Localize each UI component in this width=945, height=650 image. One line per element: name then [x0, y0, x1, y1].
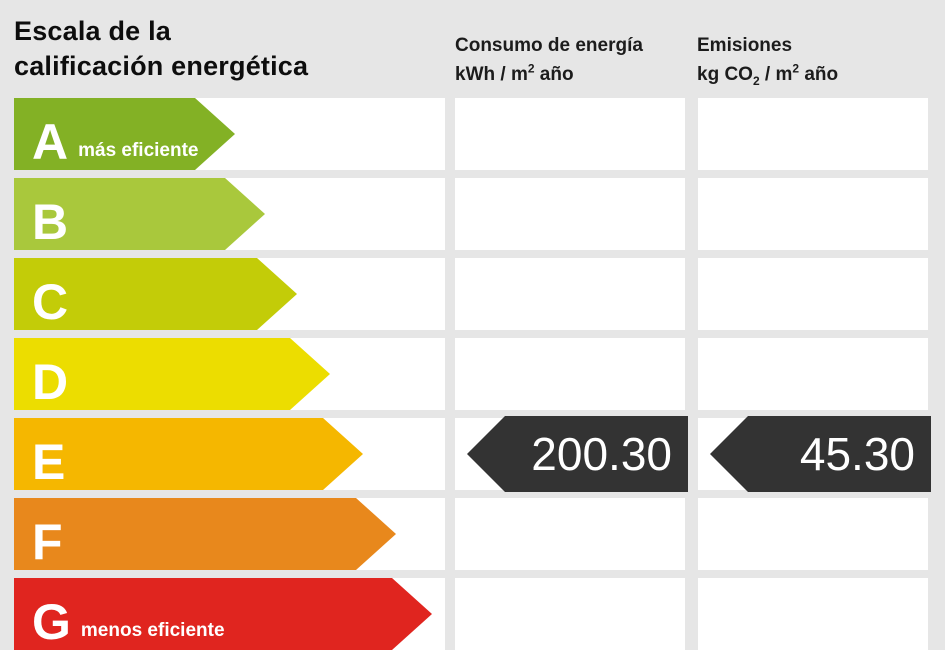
rating-bar-e: E	[14, 418, 363, 490]
rating-row-d: D	[0, 338, 945, 410]
scale-cell: B	[14, 178, 445, 250]
rating-letter: G	[32, 599, 71, 650]
consumo-cell	[455, 178, 685, 250]
rating-bar-c: C	[14, 258, 297, 330]
consumo-cell	[455, 338, 685, 410]
rating-letter: D	[32, 359, 68, 411]
consumo-cell	[455, 498, 685, 570]
rating-letter: C	[32, 279, 68, 331]
rating-bar-label: más eficiente	[78, 140, 198, 170]
emisiones-cell	[698, 98, 928, 170]
consumo-cell	[455, 578, 685, 650]
rating-row-b: B	[0, 178, 945, 250]
emisiones-cell	[698, 258, 928, 330]
rating-row-e: E 200.30 45.30	[0, 418, 945, 490]
rating-bar-label: menos eficiente	[81, 620, 225, 650]
consumo-value-arrow: 200.30	[467, 416, 688, 492]
scale-cell: D	[14, 338, 445, 410]
emisiones-cell: 45.30	[698, 418, 928, 490]
consumo-cell	[455, 98, 685, 170]
rating-row-f: F	[0, 498, 945, 570]
emisiones-cell	[698, 578, 928, 650]
rating-bar-f: F	[14, 498, 396, 570]
rating-row-c: C	[0, 258, 945, 330]
emisiones-cell	[698, 498, 928, 570]
rating-letter: B	[32, 199, 68, 251]
emisiones-value-arrow: 45.30	[710, 416, 931, 492]
consumo-value: 200.30	[531, 431, 672, 477]
consumo-cell: 200.30	[455, 418, 685, 490]
consumo-cell	[455, 258, 685, 330]
rating-bar-d: D	[14, 338, 330, 410]
emisiones-cell	[698, 338, 928, 410]
scale-cell: C	[14, 258, 445, 330]
emisiones-cell	[698, 178, 928, 250]
scale-cell: E	[14, 418, 445, 490]
rating-bar-b: B	[14, 178, 265, 250]
rating-letter: E	[32, 439, 65, 491]
rating-letter: F	[32, 519, 63, 571]
scale-cell: F	[14, 498, 445, 570]
emisiones-value: 45.30	[800, 431, 915, 477]
rating-letter: A	[32, 119, 68, 171]
